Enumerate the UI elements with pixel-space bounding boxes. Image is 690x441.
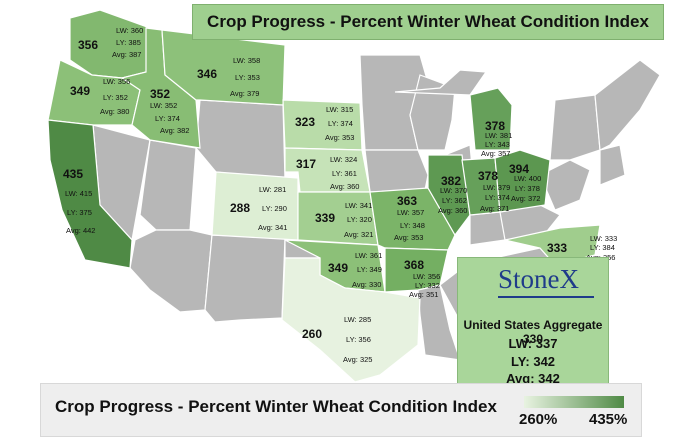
co-avg: Avg: 341 xyxy=(258,223,287,232)
wa-index: 356 xyxy=(78,38,98,52)
nc-ly: LY: 384 xyxy=(590,243,615,252)
il-avg: Avg: 360 xyxy=(438,206,467,215)
mo-index: 363 xyxy=(397,194,417,208)
or-ly: LY: 352 xyxy=(103,93,128,102)
sd-ly: LY: 374 xyxy=(328,119,353,128)
wa-ly: LY: 385 xyxy=(116,38,141,47)
tx-index: 260 xyxy=(302,327,322,341)
oh-lw: LW: 400 xyxy=(514,174,541,183)
oh-ly: LY: 378 xyxy=(515,184,540,193)
or-avg: Avg: 380 xyxy=(100,107,129,116)
sd-index: 323 xyxy=(295,115,315,129)
ca-ly: LY: 375 xyxy=(67,208,92,217)
wa-lw: LW: 360 xyxy=(116,26,143,35)
legend-min: 260% xyxy=(519,411,558,428)
reported-states xyxy=(47,9,601,383)
ca-index: 435 xyxy=(63,167,83,181)
in-avg: Avg: 371 xyxy=(480,204,509,213)
or-lw: LW: 356 xyxy=(103,77,130,86)
mt-avg: Avg: 379 xyxy=(230,89,259,98)
mo-avg: Avg: 353 xyxy=(394,233,423,242)
legend-gradient xyxy=(524,396,624,408)
state-oh xyxy=(494,149,551,213)
mi-index: 378 xyxy=(485,119,505,133)
state-nc xyxy=(504,224,601,266)
state-mt xyxy=(161,29,286,106)
in-lw: LW: 379 xyxy=(483,183,510,192)
ks-lw: LW: 341 xyxy=(345,201,372,210)
logo-underline xyxy=(498,296,594,298)
id-avg: Avg: 382 xyxy=(160,126,189,135)
il-ly: LY: 362 xyxy=(442,196,467,205)
id-ly: LY: 374 xyxy=(155,114,180,123)
ar-avg: Avg: 351 xyxy=(409,290,438,299)
aggregate-lw: LW: 337 xyxy=(508,336,558,351)
state-il xyxy=(427,154,471,237)
mi-ly: LY: 343 xyxy=(485,140,510,149)
ok-ly: LY: 349 xyxy=(357,265,382,274)
ar-ly: LY: 332 xyxy=(415,281,440,290)
mt-lw: LW: 358 xyxy=(233,56,260,65)
oh-index: 394 xyxy=(509,162,529,176)
il-lw: LW: 370 xyxy=(440,186,467,195)
ks-avg: Avg: 321 xyxy=(344,230,373,239)
ca-lw: LW: 415 xyxy=(65,189,92,198)
id-index: 352 xyxy=(150,87,170,101)
nc-index: 333 xyxy=(547,241,567,255)
tx-lw: LW: 285 xyxy=(344,315,371,324)
co-ly: LY: 290 xyxy=(262,204,287,213)
tx-avg: Avg: 325 xyxy=(343,355,372,364)
sd-lw: LW: 315 xyxy=(326,105,353,114)
co-lw: LW: 281 xyxy=(259,185,286,194)
mi-lw: LW: 381 xyxy=(485,131,512,140)
mt-ly: LY: 353 xyxy=(235,73,260,82)
nc-lw: LW: 333 xyxy=(590,234,617,243)
footer-title: Crop Progress - Percent Winter Wheat Con… xyxy=(55,397,497,416)
aggregate-avg: Avg: 342 xyxy=(506,371,560,386)
mo-lw: LW: 357 xyxy=(397,208,424,217)
id-lw: LW: 352 xyxy=(150,101,177,110)
ok-index: 349 xyxy=(328,261,348,275)
wa-avg: Avg: 387 xyxy=(112,50,141,59)
ks-index: 339 xyxy=(315,211,335,225)
ar-lw: LW: 356 xyxy=(413,272,440,281)
mo-ly: LY: 348 xyxy=(400,221,425,230)
ne-index: 317 xyxy=(296,157,316,171)
mi-avg: Avg: 357 xyxy=(481,149,510,158)
state-mi xyxy=(469,87,513,151)
ne-ly: LY: 361 xyxy=(332,169,357,178)
mt-index: 346 xyxy=(197,67,217,81)
ok-avg: Avg: 330 xyxy=(352,280,381,289)
or-index: 349 xyxy=(70,84,90,98)
ne-avg: Avg: 360 xyxy=(330,182,359,191)
in-ly: LY: 374 xyxy=(485,193,510,202)
in-index: 378 xyxy=(478,169,498,183)
il-index: 382 xyxy=(441,174,461,188)
legend-max: 435% xyxy=(589,411,628,428)
footer-legend: Crop Progress - Percent Winter Wheat Con… xyxy=(40,383,642,437)
ar-index: 368 xyxy=(404,258,424,272)
state-tx xyxy=(281,257,421,383)
aggregate-title: United States Aggregate 330 xyxy=(463,318,603,346)
ne-lw: LW: 324 xyxy=(330,155,357,164)
sd-avg: Avg: 353 xyxy=(325,133,354,142)
oh-avg: Avg: 372 xyxy=(511,194,540,203)
ok-lw: LW: 361 xyxy=(355,251,382,260)
map-title: Crop Progress - Percent Winter Wheat Con… xyxy=(207,12,649,31)
stonex-logo: StoneX xyxy=(498,264,579,294)
ks-ly: LY: 320 xyxy=(347,215,372,224)
aggregate-panel: StoneX United States Aggregate 330 LW: 3… xyxy=(457,257,609,390)
tx-ly: LY: 356 xyxy=(346,335,371,344)
co-index: 288 xyxy=(230,201,250,215)
state-ca xyxy=(47,119,133,269)
ca-avg: Avg: 442 xyxy=(66,226,95,235)
map-title-box: Crop Progress - Percent Winter Wheat Con… xyxy=(192,4,664,40)
aggregate-ly: LY: 342 xyxy=(510,354,556,369)
state-ar xyxy=(384,247,449,293)
